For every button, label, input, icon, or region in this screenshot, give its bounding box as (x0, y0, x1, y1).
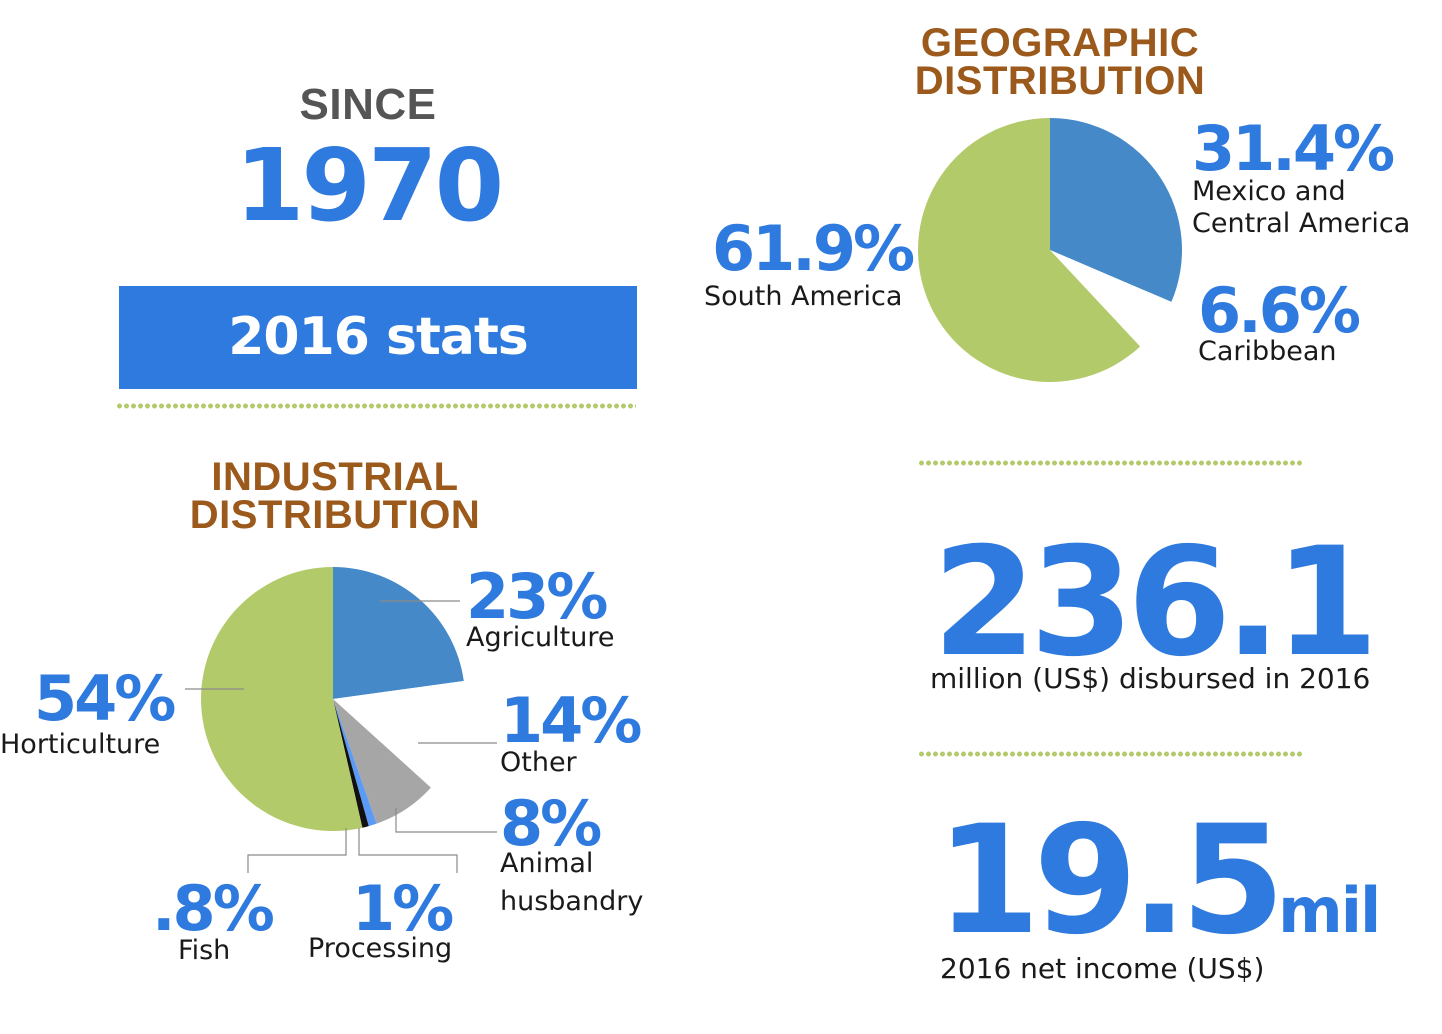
geographic-title-line2: DISTRIBUTION (914, 59, 1206, 103)
mexico-label-line2: Central America (1192, 208, 1411, 240)
geographic-title-line1: GEOGRAPHIC (920, 21, 1200, 65)
pie-slice-agriculture (333, 567, 464, 699)
mexico-label: Mexico and Central America (1192, 176, 1410, 241)
processing-pct: 1% (352, 872, 454, 945)
caribbean-label: Caribbean (1198, 336, 1337, 367)
since-label: SINCE (299, 80, 437, 129)
other-label: Other (500, 747, 577, 778)
horticulture-label: Horticulture (0, 729, 161, 760)
agriculture-label: Agriculture (466, 622, 615, 653)
industrial-title-line2: DISTRIBUTION (189, 493, 481, 537)
south-america-label: South America (704, 281, 903, 312)
leader-line-animal-husbandry (395, 808, 497, 833)
divider-right-top (918, 460, 1302, 466)
pie-slice-horticulture (201, 567, 363, 831)
divider-right-bottom (918, 751, 1302, 757)
animal-husbandry-pct: 8% (500, 787, 602, 860)
industrial-title: INDUSTRIAL DISTRIBUTION (135, 455, 535, 537)
pie-slice-mexico-and-central-america (1050, 118, 1182, 302)
net-income-figure: 19.5mil (936, 806, 1381, 956)
pie-slice-caribbean (1050, 250, 1172, 347)
geographic-pie-chart (918, 118, 1182, 382)
industrial-pie-chart (185, 567, 497, 873)
pie-slice-other (333, 680, 465, 788)
disbursed-value: 236.1 (932, 516, 1378, 690)
fish-label: Fish (178, 935, 231, 966)
net-income-caption: 2016 net income (US$) (940, 952, 1265, 985)
pie-slice-south-america (918, 118, 1141, 382)
pie-slice-processing (333, 699, 377, 827)
south-america-pct: 61.9% (712, 212, 915, 285)
pie-slice-fish (333, 699, 369, 828)
caribbean-pct: 6.6% (1198, 274, 1361, 347)
since-year: 1970 (234, 127, 504, 244)
leader-line-processing (358, 828, 458, 873)
stats-banner: 2016 stats (119, 286, 637, 389)
horticulture-pct: 54% (34, 662, 176, 735)
net-income-unit: mil (1278, 874, 1381, 947)
geographic-title: GEOGRAPHIC DISTRIBUTION (860, 21, 1260, 103)
other-pct: 14% (500, 684, 642, 757)
stats-banner-text: 2016 stats (228, 307, 529, 367)
mexico-label-line1: Mexico and (1192, 176, 1346, 207)
pie-slice-animal-husbandry (333, 699, 431, 824)
animal-husbandry-label-line2: husbandry (500, 886, 644, 918)
fish-pct: .8% (152, 872, 275, 945)
agriculture-pct: 23% (466, 560, 608, 633)
mexico-pct: 31.4% (1192, 112, 1395, 185)
leader-line-fish (247, 828, 347, 873)
industrial-title-line1: INDUSTRIAL (211, 455, 459, 499)
processing-label: Processing (308, 933, 453, 964)
disbursed-caption: million (US$) disbursed in 2016 (930, 662, 1371, 695)
divider-left (116, 403, 636, 409)
animal-husbandry-label: Animal husbandry (500, 848, 643, 919)
net-income-value: 19.5 (936, 794, 1285, 968)
animal-husbandry-label-line1: Animal (500, 848, 594, 879)
